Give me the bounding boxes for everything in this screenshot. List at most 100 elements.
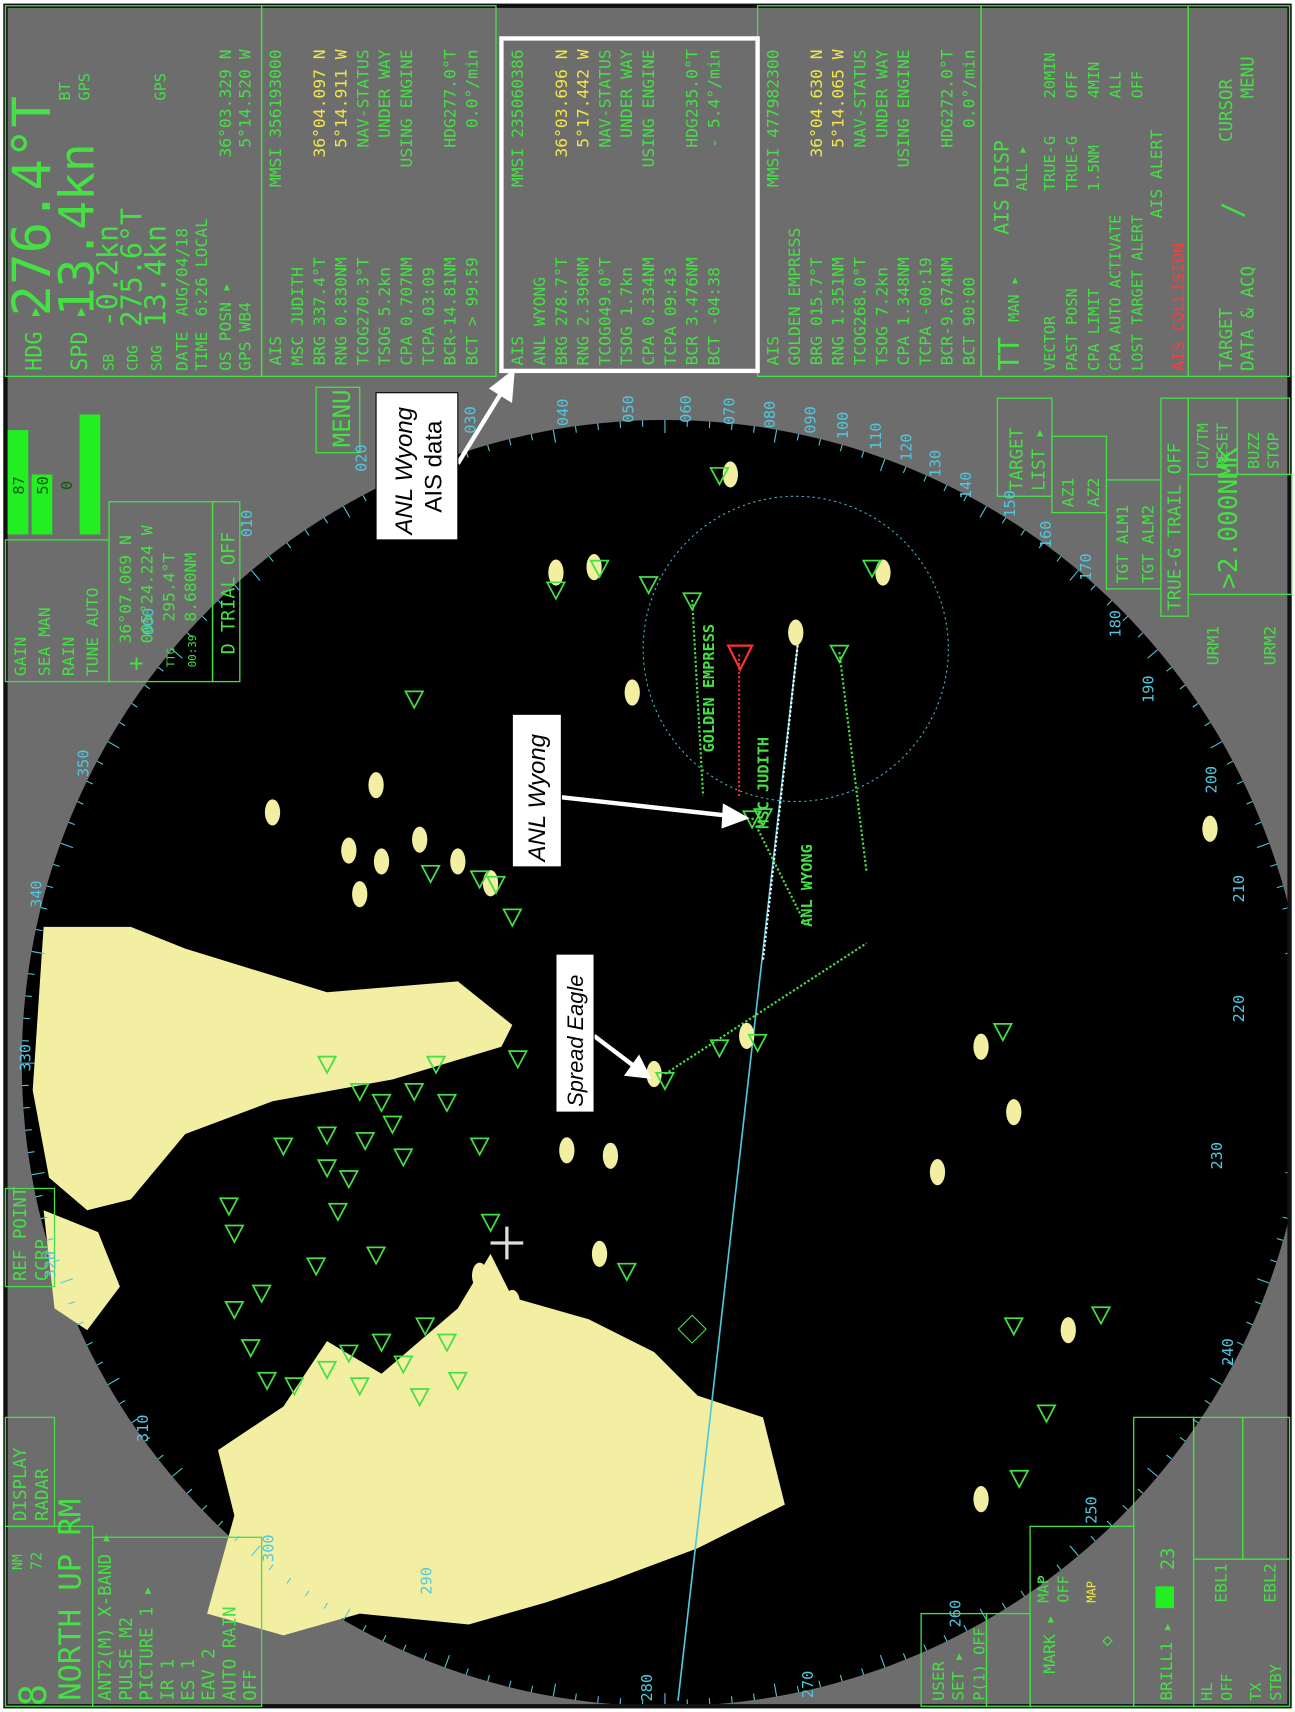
target-symbol: [829, 644, 850, 664]
ring-tick: [1179, 684, 1186, 690]
label: BCT -04:38: [704, 267, 723, 365]
label: PICTURE 1 ▸: [138, 1585, 158, 1700]
label: 0.0°/min: [462, 49, 481, 128]
annotation-box: [375, 392, 459, 541]
annotation: ANL Wyong: [524, 733, 551, 863]
ring-tick: [1001, 517, 1007, 524]
label: TUNE AUTO: [83, 588, 102, 677]
ring-tick: [342, 505, 351, 518]
target-symbol: [316, 1159, 338, 1179]
ring-tick: [186, 632, 193, 638]
ring-tick: [552, 429, 557, 443]
echo: [875, 559, 891, 586]
target-symbol: [284, 1377, 305, 1397]
target-symbol: [682, 592, 703, 612]
label: HDG277.0°T: [441, 49, 460, 148]
label: 5°14.065 W: [829, 49, 848, 148]
echo: [1060, 1317, 1076, 1344]
bearing-label: 260: [946, 1600, 964, 1628]
label: MENU: [328, 389, 356, 447]
ring-tick: [1147, 649, 1158, 659]
ring-tick: [423, 1653, 427, 1660]
bearing-label: 010: [238, 510, 256, 538]
label: 4MIN: [1085, 62, 1103, 99]
target-symbol: [992, 1022, 1014, 1043]
label: 50: [34, 476, 52, 494]
bearing-label: 200: [1203, 766, 1221, 794]
ring-tick: [1179, 1436, 1186, 1442]
label: CCRP: [33, 1239, 53, 1281]
ring-tick: [157, 666, 164, 672]
ring-tick: [77, 801, 84, 805]
ring-tick: [552, 1683, 557, 1697]
target-symbol: [327, 1202, 349, 1222]
ring-tick: [839, 444, 843, 452]
ring-tick: [1254, 821, 1262, 826]
label: TCPA 09:43: [661, 267, 680, 365]
ring-tick: [1236, 780, 1244, 785]
ring-tick: [1166, 666, 1173, 672]
ring-tick: [796, 1685, 800, 1693]
label: MAP: [1035, 1575, 1053, 1603]
ring-tick: [1254, 1301, 1262, 1305]
label: 23: [1158, 1548, 1179, 1570]
label: MSC JUDITH: [288, 267, 307, 365]
label: OS POSN ▸: [216, 282, 235, 371]
label: LIST ▸: [1029, 428, 1049, 491]
label: TSOG 7.2kn: [872, 267, 891, 365]
bearing-label: 130: [927, 450, 945, 478]
ring-tick: [1204, 721, 1211, 727]
echo: [624, 679, 640, 706]
bearing-label: 320: [42, 1251, 60, 1279]
label: -0.2kn: [92, 225, 125, 327]
label: OFF: [1218, 1673, 1236, 1701]
target-symbol: [393, 1148, 414, 1168]
marker: [677, 1314, 707, 1344]
label: 36°04.630 N: [807, 49, 826, 157]
bearing-label: 210: [1230, 875, 1248, 903]
target-symbol: [338, 1344, 359, 1364]
label: ANT2(M) X-BAND ▸: [96, 1533, 116, 1701]
label: /: [1217, 201, 1250, 218]
label: EAV 2: [200, 1648, 220, 1701]
annotation: ANL Wyong: [391, 406, 418, 536]
label: AIS: [763, 336, 782, 366]
ring-tick: [1246, 1321, 1253, 1326]
target-symbol: [485, 875, 507, 895]
ring-tick: [1001, 1602, 1007, 1609]
label: OFF: [1128, 71, 1146, 99]
ring-tick: [1210, 741, 1223, 749]
target-symbol: [349, 1082, 370, 1103]
target-symbol: [404, 690, 425, 710]
ring-tick: [902, 1653, 907, 1660]
label: EBL2: [1260, 1563, 1279, 1602]
ring-tick: [943, 484, 948, 492]
ring-tick: [879, 1654, 886, 1668]
label: IR 1: [158, 1659, 178, 1701]
label: 00:39: [186, 635, 199, 668]
vector: [838, 652, 868, 873]
label: NAV-STATUS: [353, 49, 372, 147]
label: TTG: [164, 648, 177, 668]
label: 5°17.442 W: [574, 49, 593, 148]
ring-tick: [68, 1301, 75, 1305]
label: BCT 90:00: [960, 277, 979, 366]
echo: [341, 837, 357, 864]
label: STOP: [1265, 432, 1283, 469]
label: AIS: [266, 336, 285, 366]
ring-tick: [1256, 842, 1270, 849]
label: CPA LIMIT: [1085, 288, 1103, 371]
bearing-label: 150: [1001, 490, 1019, 518]
ring-tick: [1122, 1504, 1128, 1511]
ring-tick: [304, 529, 310, 536]
target-symbol: [436, 1093, 458, 1113]
ring-tick: [839, 1674, 843, 1682]
label: TCOG049.0°T: [595, 257, 614, 365]
ring-tick: [530, 1685, 534, 1693]
echo: [973, 1033, 989, 1060]
label: HDG272.0°T: [938, 49, 957, 148]
radar-display: [21, 419, 1290, 1707]
ring-tick: [186, 1488, 193, 1494]
ring-tick: [342, 1608, 351, 1621]
bearing-label: 020: [352, 444, 370, 472]
